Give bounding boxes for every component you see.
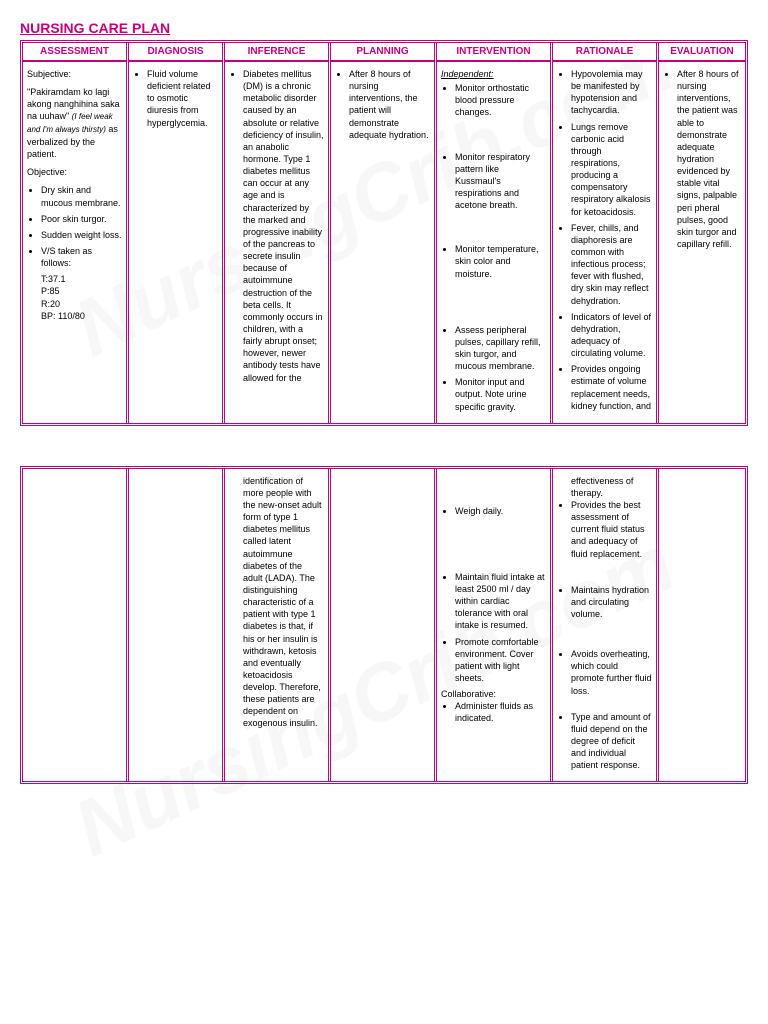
rationale-item: effectiveness of therapy.: [571, 475, 652, 499]
intervention-item: Monitor respiratory pattern like Kussmau…: [455, 151, 546, 212]
rationale-item: Hypovolemia may be manifested by hypoten…: [571, 68, 652, 117]
cell-assessment: Subjective: "Pakiramdam ko lagi akong na…: [23, 62, 126, 423]
rationale-item: Indicators of level of dehydration, adeq…: [571, 311, 652, 360]
diagnosis-item: Fluid volume deficient related to osmoti…: [147, 68, 218, 129]
header-intervention: INTERVENTION: [437, 43, 550, 62]
objective-item: Dry skin and mucous membrane.: [41, 184, 122, 208]
rationale-item: Type and amount of fluid depend on the d…: [571, 711, 652, 772]
intervention-item: Weigh daily.: [455, 505, 546, 517]
cell-diagnosis: Fluid volume deficient related to osmoti…: [129, 62, 222, 423]
intervention-item: Assess peripheral pulses, capillary refi…: [455, 324, 546, 373]
rationale-item: Lungs remove carbonic acid through respi…: [571, 121, 652, 218]
intervention-item: Monitor orthostatic blood pressure chang…: [455, 82, 546, 118]
objective-item: Poor skin turgor.: [41, 213, 122, 225]
header-planning: PLANNING: [331, 43, 434, 62]
cell-intervention: Weigh daily. Maintain fluid intake at le…: [437, 469, 550, 782]
cell-inference: Diabetes mellitus (DM) is a chronic meta…: [225, 62, 328, 423]
col-inference: identification of more people with the n…: [225, 469, 331, 782]
intervention-item: Promote comfortable environment. Cover p…: [455, 636, 546, 685]
care-plan-table-2: identification of more people with the n…: [20, 466, 748, 785]
cell-inference: identification of more people with the n…: [225, 469, 328, 782]
col-planning: [331, 469, 437, 782]
inference-item: identification of more people with the n…: [243, 475, 324, 730]
col-evaluation: [659, 469, 745, 782]
objective-item: V/S taken as follows:: [41, 245, 122, 269]
col-inference: INFERENCE Diabetes mellitus (DM) is a ch…: [225, 43, 331, 423]
header-assessment: ASSESSMENT: [23, 43, 126, 62]
rationale-item: Maintains hydration and circulating volu…: [571, 584, 652, 620]
cell-evaluation: After 8 hours of nursing interventions, …: [659, 62, 745, 423]
header-inference: INFERENCE: [225, 43, 328, 62]
rationale-item: Fever, chills, and diaphoresis are commo…: [571, 222, 652, 307]
independent-label: Independent:: [441, 68, 546, 80]
cell-planning: After 8 hours of nursing interventions, …: [331, 62, 434, 423]
intervention-item: Monitor input and output. Note urine spe…: [455, 376, 546, 412]
col-assessment: [23, 469, 129, 782]
col-intervention: INTERVENTION Independent: Monitor orthos…: [437, 43, 553, 423]
inference-item: Diabetes mellitus (DM) is a chronic meta…: [243, 68, 324, 384]
header-diagnosis: DIAGNOSIS: [129, 43, 222, 62]
collaborative-label: Collaborative:: [441, 688, 546, 700]
objective-item: Sudden weight loss.: [41, 229, 122, 241]
page-title: NURSING CARE PLAN: [20, 20, 748, 36]
col-diagnosis: DIAGNOSIS Fluid volume deficient related…: [129, 43, 225, 423]
cell-empty: [331, 469, 434, 782]
col-diagnosis: [129, 469, 225, 782]
col-rationale: RATIONALE Hypovolemia may be manifested …: [553, 43, 659, 423]
cell-intervention: Independent: Monitor orthostatic blood p…: [437, 62, 550, 423]
subjective-label: Subjective:: [27, 68, 122, 80]
cell-empty: [23, 469, 126, 782]
intervention-item: Maintain fluid intake at least 2500 ml /…: [455, 571, 546, 632]
rationale-item: Provides ongoing estimate of volume repl…: [571, 363, 652, 412]
cell-rationale: Hypovolemia may be manifested by hypoten…: [553, 62, 656, 423]
col-intervention: Weigh daily. Maintain fluid intake at le…: [437, 469, 553, 782]
rationale-item: Provides the best assessment of current …: [571, 499, 652, 560]
cell-rationale: effectiveness of therapy. Provides the b…: [553, 469, 656, 782]
vital-signs: T:37.1 P:85 R:20 BP: 110/80: [41, 273, 122, 322]
cell-empty: [129, 469, 222, 782]
objective-label: Objective:: [27, 166, 122, 178]
col-assessment: ASSESSMENT Subjective: "Pakiramdam ko la…: [23, 43, 129, 423]
planning-item: After 8 hours of nursing interventions, …: [349, 68, 430, 141]
care-plan-table-1: ASSESSMENT Subjective: "Pakiramdam ko la…: [20, 40, 748, 426]
cell-empty: [659, 469, 745, 782]
intervention-item: Monitor temperature, skin color and mois…: [455, 243, 546, 279]
col-evaluation: EVALUATION After 8 hours of nursing inte…: [659, 43, 745, 423]
header-evaluation: EVALUATION: [659, 43, 745, 62]
col-rationale: effectiveness of therapy. Provides the b…: [553, 469, 659, 782]
col-planning: PLANNING After 8 hours of nursing interv…: [331, 43, 437, 423]
intervention-item: Administer fluids as indicated.: [455, 700, 546, 724]
rationale-item: Avoids overheating, which could promote …: [571, 648, 652, 697]
evaluation-item: After 8 hours of nursing interventions, …: [677, 68, 741, 250]
header-rationale: RATIONALE: [553, 43, 656, 62]
